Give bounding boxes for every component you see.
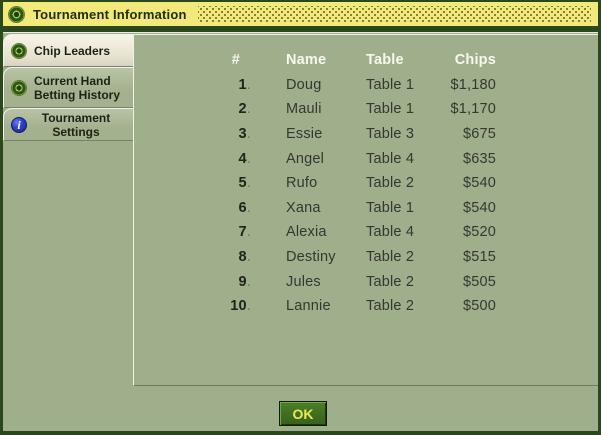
info-icon: i: [11, 116, 27, 133]
column-header-table: Table: [366, 52, 404, 69]
chips-cell: $635: [462, 150, 496, 167]
table-cell: Table 2: [366, 273, 415, 290]
title-separator: [3, 26, 598, 32]
chips-cell: $675: [462, 126, 496, 143]
chips-cell: $1,170: [450, 101, 496, 118]
rank-cell: 6.: [238, 199, 251, 216]
column-header-chips: Chips: [454, 52, 496, 69]
chip-leaders-panel: # Name Table Chips 1. Doug Table 1 $1,180 2.…: [133, 34, 598, 386]
chips-cell: $500: [462, 298, 496, 315]
dd-poker-chip-icon: [11, 42, 27, 59]
tab-chip-leaders[interactable]: Chip Leaders: [3, 34, 133, 67]
name-cell: Essie: [286, 126, 323, 143]
table-cell: Table 2: [366, 249, 415, 266]
table-cell: Table 1: [366, 199, 415, 216]
dd-poker-chip-icon: [11, 79, 27, 96]
dd-poker-chip-icon: [8, 5, 25, 23]
name-cell: Destiny: [286, 249, 336, 266]
table-cell: Table 1: [366, 101, 415, 118]
rank-cell: 7.: [238, 224, 251, 241]
rank-cell: 9.: [238, 273, 251, 290]
tab-label: Tournament Settings: [41, 110, 111, 139]
chips-cell: $540: [462, 199, 496, 216]
rank-cell: 8.: [238, 249, 251, 266]
name-cell: Xana: [286, 199, 321, 216]
column-header-name: Name: [286, 52, 327, 69]
ok-button[interactable]: OK: [279, 401, 327, 426]
name-cell: Rufo: [286, 175, 318, 192]
tab-current-hand-betting-history[interactable]: Current Hand Betting History: [3, 67, 133, 108]
rank-cell: 4.: [238, 150, 251, 167]
rank-cell: 3.: [238, 126, 251, 143]
table-cell: Table 3: [366, 126, 415, 143]
table-cell: Table 2: [366, 298, 415, 315]
name-cell: Mauli: [286, 101, 322, 118]
name-cell: Alexia: [286, 224, 327, 241]
sidebar-tabs: Chip Leaders Current Hand Betting Histor…: [3, 34, 133, 141]
window-title: Tournament Information: [33, 6, 187, 22]
name-cell: Jules: [286, 273, 321, 290]
table-cell: Table 4: [366, 150, 415, 167]
tab-label: Chip Leaders: [34, 43, 111, 58]
name-cell: Lannie: [286, 298, 331, 315]
name-cell: Doug: [286, 76, 322, 93]
table-cell: Table 4: [366, 224, 415, 241]
chips-cell: $505: [462, 273, 496, 290]
name-cell: Angel: [286, 150, 325, 167]
window-body: Chip Leaders Current Hand Betting Histor…: [3, 32, 598, 431]
chips-cell: $515: [462, 249, 496, 266]
chips-cell: $540: [462, 175, 496, 192]
chips-cell: $1,180: [450, 76, 496, 93]
tab-label: Current Hand Betting History: [34, 73, 121, 102]
column-header-rank: #: [231, 52, 240, 69]
chip-leaders-table: # Name Table Chips 1. Doug Table 1 $1,180 2.…: [134, 35, 598, 319]
title-bar[interactable]: Tournament Information: [3, 2, 598, 26]
rank-cell: 5.: [238, 175, 251, 192]
rank-cell: 10.: [230, 298, 251, 315]
tab-tournament-settings[interactable]: i Tournament Settings: [3, 108, 133, 141]
chips-cell: $520: [462, 224, 496, 241]
title-bar-pattern: [197, 5, 591, 23]
table-cell: Table 2: [366, 175, 415, 192]
table-cell: Table 1: [366, 76, 415, 93]
rank-cell: 1.: [238, 76, 251, 93]
rank-cell: 2.: [238, 101, 251, 118]
